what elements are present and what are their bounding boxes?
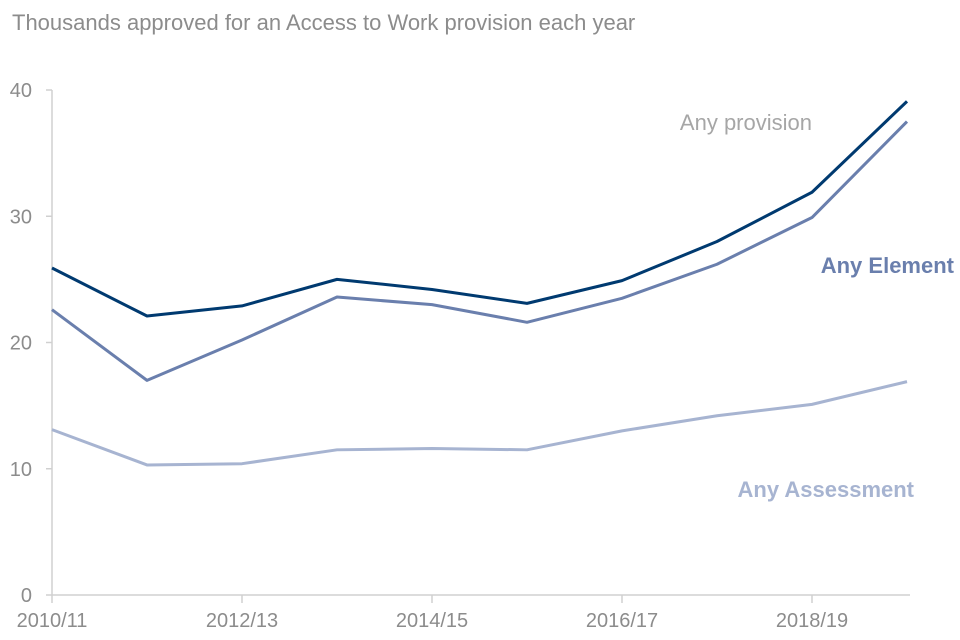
x-tick-label: 2014/15 — [396, 610, 468, 632]
y-tick-label: 30 — [10, 206, 32, 228]
series-label: Any provision — [680, 110, 812, 135]
x-tick-label: 2016/17 — [586, 610, 658, 632]
series-line-any-provision — [51, 100, 909, 318]
y-tick-label: 20 — [10, 333, 32, 355]
y-tick-label: 0 — [21, 585, 32, 607]
series-label: Any Element — [821, 253, 955, 278]
series-line-any-element — [51, 120, 909, 382]
y-tick-label: 10 — [10, 459, 32, 481]
series-label: Any Assessment — [738, 477, 915, 502]
x-tick-label: 2018/19 — [776, 610, 848, 632]
x-tick-label: 2010/11 — [17, 610, 88, 632]
x-tick-label: 2012/13 — [206, 610, 278, 632]
series-line-any-assessment — [51, 380, 908, 467]
y-tick-label: 40 — [10, 80, 32, 102]
chart-title: Thousands approved for an Access to Work… — [12, 10, 636, 35]
